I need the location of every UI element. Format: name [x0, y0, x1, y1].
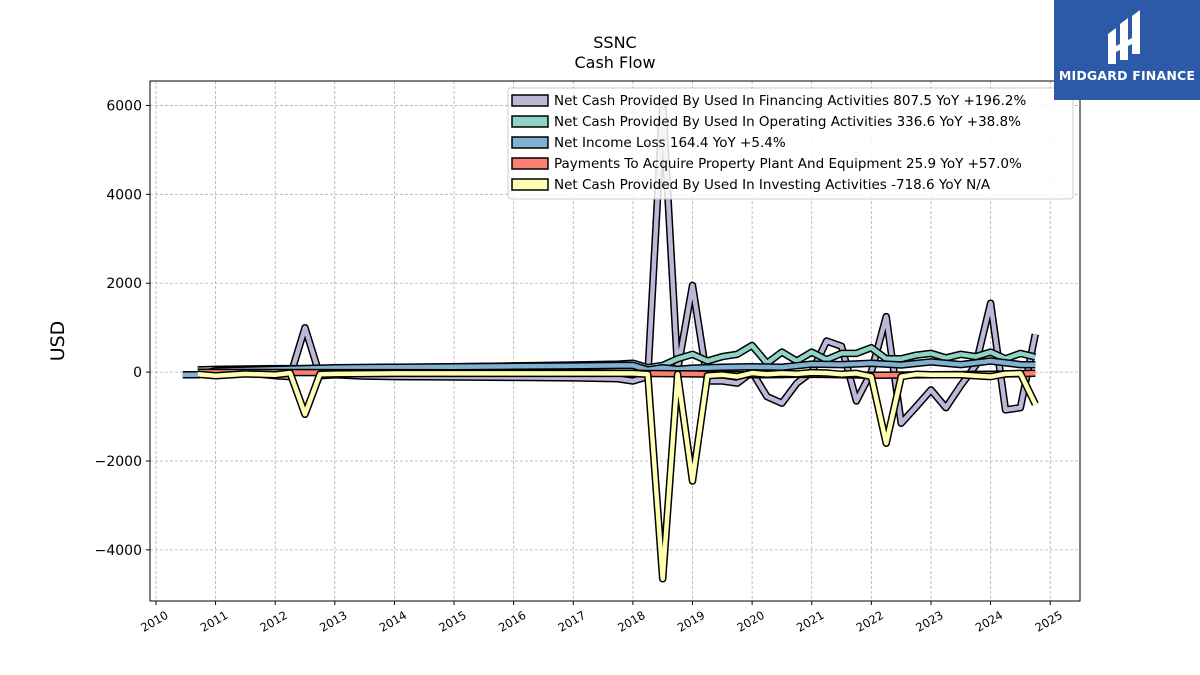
x-tick-label: 2011 [198, 608, 230, 635]
y-tick-label: −2000 [95, 454, 142, 470]
y-tick-label: 4000 [106, 187, 142, 203]
legend-swatch [511, 115, 549, 128]
legend-label: Net Cash Provided By Used In Investing A… [554, 177, 991, 193]
y-tick-label: 0 [133, 365, 142, 381]
x-tick-label: 2013 [317, 608, 349, 635]
series-line-outline [197, 368, 1039, 583]
legend-label: Net Cash Provided By Used In Operating A… [554, 114, 1021, 130]
series-layer [182, 99, 1039, 583]
legend-label: Payments To Acquire Property Plant And E… [554, 156, 1022, 172]
x-tick-label: 2016 [496, 608, 528, 635]
plot-frame [149, 80, 1081, 602]
legend-swatch [511, 94, 549, 107]
legend-label: Net Income Loss 164.4 YoY +5.4% [554, 135, 786, 151]
series-1 [197, 99, 1039, 427]
legend-box [507, 87, 1074, 200]
x-tick-label: 2018 [615, 608, 647, 635]
y-tick-label: −4000 [95, 543, 142, 559]
x-tick-label: 2021 [794, 608, 826, 635]
x-tick-label: 2022 [854, 608, 886, 635]
logo-text: MIDGARD FINANCE [1058, 68, 1196, 83]
series-line [197, 100, 1038, 426]
legend: Net Cash Provided By Used In Financing A… [507, 87, 1074, 200]
series-line [197, 370, 1038, 582]
midgard-logo: MIDGARD FINANCE [1054, 0, 1200, 100]
x-tick-label: 2024 [973, 608, 1005, 635]
y-tick-label: 2000 [106, 276, 142, 292]
x-tick-label: 2025 [1033, 608, 1065, 635]
chart-subtitle: Cash Flow [574, 53, 655, 72]
legend-label: Net Cash Provided By Used In Financing A… [554, 93, 1026, 109]
series-5 [197, 368, 1039, 583]
x-tick-label: 2010 [138, 608, 170, 635]
series-3 [182, 357, 1036, 379]
y-axis-label: USD [47, 321, 69, 362]
midgard-logo-icon [1108, 10, 1140, 64]
x-tick-label: 2015 [436, 608, 468, 635]
x-tick-label: 2014 [377, 608, 409, 635]
legend-swatch [511, 178, 549, 191]
x-tick-label: 2012 [258, 608, 290, 635]
legend-swatch [511, 136, 549, 149]
x-tick-label: 2019 [675, 608, 707, 635]
chart-title: SSNC [593, 33, 636, 52]
x-tick-label: 2017 [556, 608, 588, 635]
series-line [182, 358, 1036, 378]
legend-swatch [511, 157, 549, 170]
x-tick-label: 2020 [734, 608, 766, 635]
y-tick-label: 6000 [106, 98, 142, 114]
x-tick-label: 2023 [913, 608, 945, 635]
